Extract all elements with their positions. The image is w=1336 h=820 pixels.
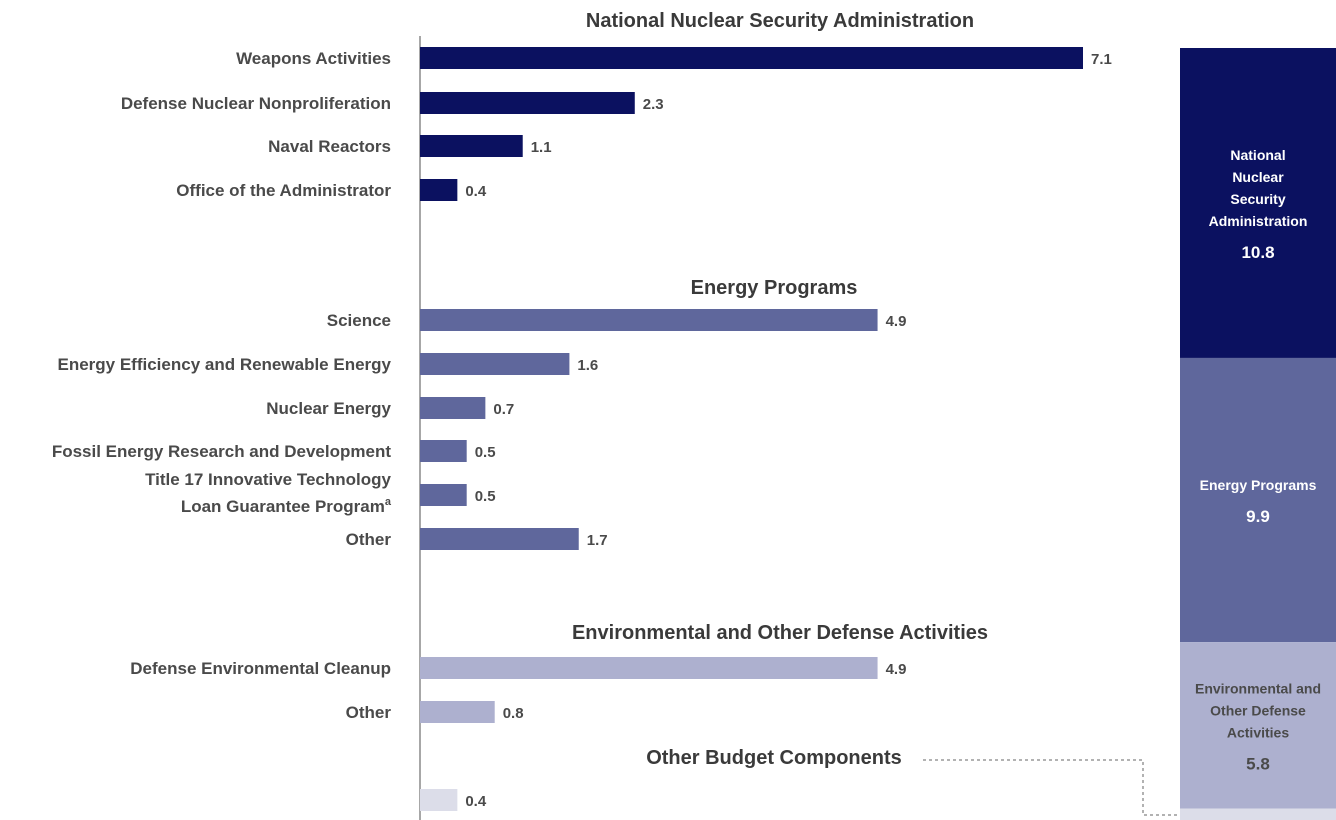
category-label: Fossil Energy Research and Development	[52, 442, 392, 461]
data-label: 4.9	[886, 313, 907, 330]
category-label: Science	[327, 311, 391, 330]
bar	[420, 789, 458, 811]
stack-segment-label: Activities	[1227, 724, 1289, 740]
stack-segment-label: Administration	[1209, 213, 1308, 229]
stack-segment-label: Other Defense	[1210, 702, 1306, 718]
stack-segment	[1180, 48, 1336, 358]
category-label: Naval Reactors	[268, 137, 391, 156]
bar	[420, 484, 467, 506]
data-label: 7.1	[1091, 51, 1112, 68]
stack-segment-label: Environmental and	[1195, 680, 1321, 696]
category-label: Defense Nuclear Nonproliferation	[121, 94, 391, 113]
data-label: 0.4	[465, 183, 487, 200]
bar	[420, 701, 495, 723]
data-label: 0.8	[503, 705, 524, 722]
bar	[420, 135, 523, 157]
data-label: 0.5	[475, 488, 496, 505]
data-label: 0.7	[493, 401, 514, 418]
data-label: 0.5	[475, 444, 496, 461]
category-label-line2-text: Loan Guarantee Program	[181, 497, 385, 516]
stack-segment	[1180, 357, 1336, 643]
data-label: 1.6	[577, 357, 598, 374]
stack-segment-label: Security	[1230, 191, 1285, 207]
footnote-superscript: a	[385, 496, 392, 508]
data-label: 4.9	[886, 661, 907, 678]
category-label: Other	[346, 703, 392, 722]
stack-segment-label: Nuclear	[1232, 169, 1284, 185]
stack-segment	[1180, 642, 1336, 809]
bar	[420, 309, 878, 331]
category-label: Office of the Administrator	[176, 181, 391, 200]
data-label: 1.1	[531, 139, 552, 156]
category-label: Other	[346, 530, 392, 549]
stack-segment-value: 9.9	[1246, 507, 1270, 526]
group-title: Other Budget Components	[646, 747, 902, 769]
category-label: Energy Efficiency and Renewable Energy	[57, 355, 391, 374]
bar	[420, 397, 486, 419]
bar	[420, 440, 467, 462]
bar	[420, 92, 635, 114]
stack-segment	[1180, 808, 1336, 820]
data-label: 2.3	[643, 96, 664, 113]
bar	[420, 657, 878, 679]
bar	[420, 47, 1083, 69]
category-label: Defense Environmental Cleanup	[130, 659, 391, 678]
bar	[420, 179, 458, 201]
group-title: Environmental and Other Defense Activiti…	[572, 622, 988, 644]
category-label: Nuclear Energy	[266, 399, 391, 418]
category-label-line2: Loan Guarantee Programa	[181, 496, 392, 516]
connector-line	[923, 759, 1180, 816]
stack-segment-value: 5.8	[1246, 754, 1270, 773]
stack-segment-value: 10.8	[1241, 243, 1274, 262]
data-label: 0.4	[465, 793, 487, 810]
category-label: Weapons Activities	[236, 49, 391, 68]
data-label: 1.7	[587, 532, 608, 549]
category-label: Title 17 Innovative Technology	[145, 470, 391, 489]
bar	[420, 528, 579, 550]
group-title: National Nuclear Security Administration	[586, 10, 974, 32]
stack-segment-label: Energy Programs	[1200, 477, 1317, 493]
group-title: Energy Programs	[691, 277, 858, 299]
stack-segment-label: National	[1230, 147, 1285, 163]
bar	[420, 353, 570, 375]
